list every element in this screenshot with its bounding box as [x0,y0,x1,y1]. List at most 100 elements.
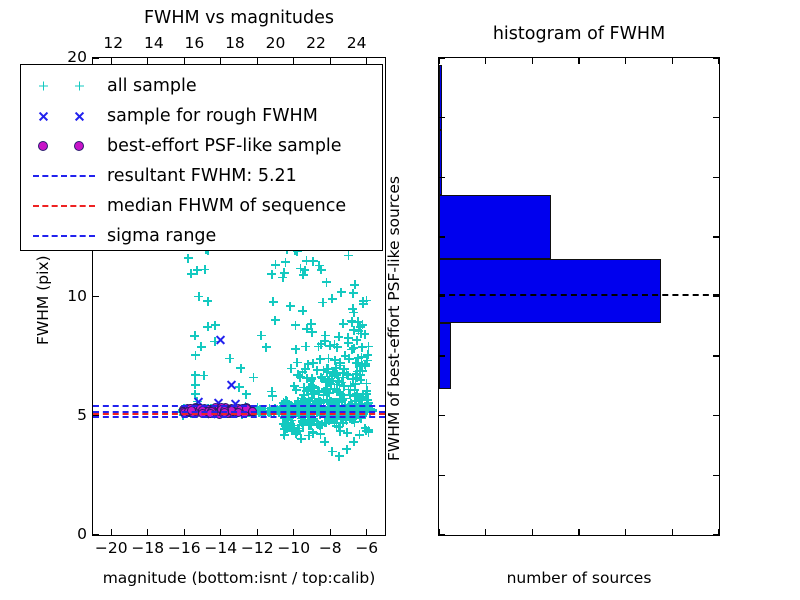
histogram-y-ticklabel: 4.4 [777,525,800,543]
scatter-point-all-sample [302,373,312,383]
scatter-panel-title: FWHM vs magnitudes [143,8,334,28]
scatter-point-all-sample [304,394,314,404]
histogram-bar [439,195,551,260]
scatter-point-all-sample [324,388,334,398]
scatter-top-ticklabel: 12 [103,34,124,52]
scatter-point-all-sample [324,416,334,426]
scatter-point-all-sample [293,370,303,380]
scatter-x-ticklabel: −18 [131,539,165,557]
scatter-point-all-sample [311,419,321,429]
scatter-point-all-sample [327,294,337,304]
scatter-point-all-sample [350,396,359,406]
scatter-x-tick [293,529,295,535]
scatter-point-all-sample [322,386,332,396]
histogram-x-tick [438,529,440,535]
legend-item[interactable]: all sample [21,71,382,101]
scatter-x-ticklabel: −10 [277,539,311,557]
scatter-point-all-sample [354,399,364,409]
scatter-point-all-sample [308,399,318,409]
histogram-y-ticklabel: 5.4 [777,227,800,245]
scatter-point-all-sample [203,296,213,306]
scatter-point-all-sample [322,277,332,287]
dashed-line-icon [33,175,95,177]
histogram-y-tick-right [713,236,719,238]
histogram-x-tick-top [531,58,534,64]
scatter-point-all-sample [346,399,356,409]
scatter-sigma-range-line [93,405,385,408]
scatter-point-all-sample [306,420,316,430]
scatter-point-all-sample [348,288,358,298]
scatter-point-all-sample [337,395,347,405]
histogram-plot-area [439,58,719,535]
scatter-point-all-sample [316,339,326,349]
legend-item-label: all sample [107,76,197,96]
scatter-point-all-sample [348,374,358,384]
scatter-point-all-sample [294,426,304,436]
legend-item[interactable]: resultant FWHM: 5.21 [21,161,382,191]
histogram-y-ticklabel: 4.6 [777,465,800,483]
histogram-x-tick [578,529,580,535]
legend-item[interactable]: sigma range [21,221,382,251]
histogram-x-tick-top [578,58,580,64]
scatter-point-all-sample [308,427,318,437]
scatter-point-all-sample [363,395,373,405]
scatter-point-all-sample [332,342,342,352]
scatter-point-all-sample [300,364,310,374]
scatter-point-all-sample [347,344,357,354]
scatter-point-all-sample [300,396,310,406]
scatter-point-all-sample [287,402,297,412]
scatter-point-all-sample [241,389,251,399]
scatter-point-all-sample [316,265,326,275]
scatter-point-all-sample [292,246,302,256]
legend-item[interactable]: sample for rough FWHM [21,101,382,131]
scatter-point-all-sample [332,380,342,390]
scatter-point-all-sample [292,358,302,368]
circle-icon [74,141,84,151]
scatter-point-all-sample [302,406,312,416]
scatter-point-all-sample [351,369,361,379]
legend-item[interactable]: median FHWM of sequence [21,191,382,221]
scatter-point-all-sample [361,426,371,436]
legend-item[interactable]: best-effort PSF-like sample [21,131,382,161]
histogram-x-tick [624,529,627,535]
histogram-x-tick [718,529,720,535]
scatter-point-all-sample [354,430,364,440]
scatter-point-all-sample [335,361,345,371]
scatter-x-ticklabel: −20 [94,539,128,557]
scatter-point-all-sample [295,372,305,382]
scatter-point-all-sample [261,342,271,352]
scatter-point-all-sample [365,403,375,413]
scatter-x-tick-top [329,58,331,64]
histogram-y-tick [439,176,445,178]
histogram-x-tick [484,529,487,535]
scatter-point-all-sample [352,390,362,400]
scatter-median-fwhm-line [93,412,385,415]
scatter-point-all-sample [322,395,332,405]
histogram-x-axis-label: number of sources [506,569,652,587]
scatter-point-all-sample [350,379,360,389]
histogram-x-tick-top [718,58,720,64]
scatter-point-all-sample [302,324,312,334]
scatter-point-all-sample [190,331,200,341]
scatter-point-all-sample [285,301,295,311]
scatter-point-all-sample [343,338,353,348]
histogram-x-tick-top [671,58,674,64]
scatter-point-all-sample [316,372,326,382]
scatter-point-all-sample [347,316,357,326]
histogram-y-ticklabel: 5.2 [777,287,800,305]
scatter-point-all-sample [314,260,324,270]
histogram-y-tick-right [713,57,719,59]
scatter-point-all-sample [343,370,353,380]
scatter-point-all-sample [364,342,374,352]
dashdot-line-icon [33,235,95,237]
scatter-plot-area [93,58,385,535]
scatter-point-all-sample [293,396,303,406]
scatter-point-all-sample [303,417,313,427]
scatter-point-all-sample [332,421,342,431]
scatter-point-all-sample [342,369,352,379]
scatter-x-ticklabel: −12 [240,539,274,557]
scatter-point-all-sample [356,329,366,339]
scatter-point-all-sample [308,389,318,399]
scatter-point-all-sample [335,389,345,399]
histogram-bar [439,129,442,196]
